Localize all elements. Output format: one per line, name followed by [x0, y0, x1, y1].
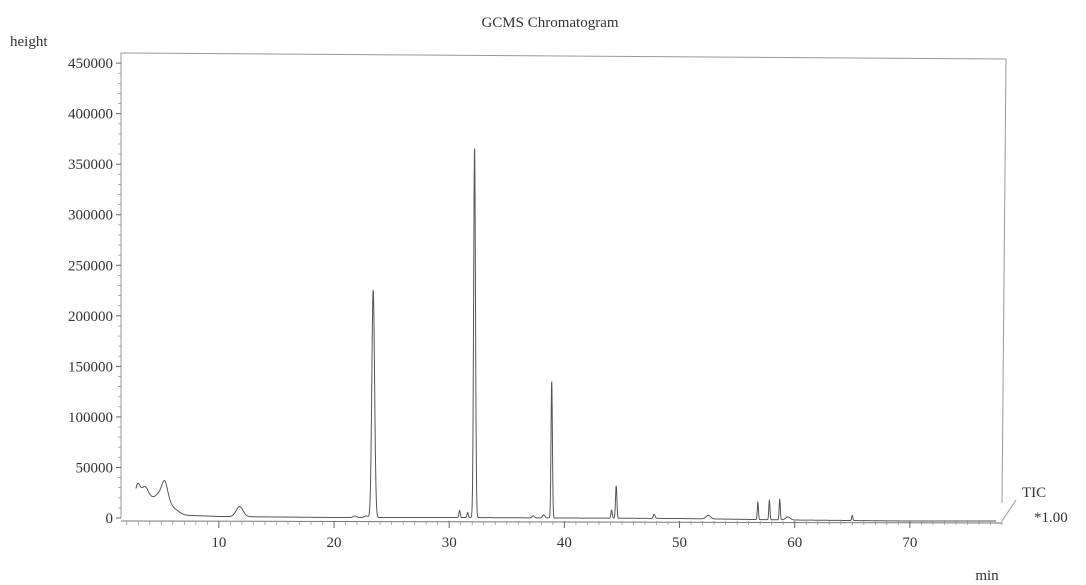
y-axis-label: height [10, 34, 48, 50]
x-axis-line [120, 520, 1003, 524]
plot-border [120, 52, 1007, 518]
y-axis: 0 50000 100000 150000 200000 250000 300000 3500… [68, 56, 121, 527]
y-tick-label: 250000 [68, 258, 113, 274]
trace-offset-line [1001, 499, 1017, 522]
y-tick-label: 200000 [68, 309, 113, 325]
y-tick-label: 350000 [68, 157, 113, 173]
traces [135, 148, 997, 522]
y-tick-label: 400000 [68, 107, 113, 123]
x-tick-label: 50 [672, 535, 687, 551]
y-tick-label: 300000 [68, 208, 113, 224]
x-tick-label: 40 [557, 535, 572, 551]
x-axis-label: min [975, 568, 999, 584]
plot-frame [120, 52, 1017, 524]
y-tick-label: 0 [106, 511, 114, 527]
x-axis: 10 20 30 40 50 60 70 [126, 521, 1003, 551]
x-tick-label: 20 [327, 535, 342, 551]
x-tick-label: 30 [442, 535, 457, 551]
x-tick-label: 10 [211, 535, 226, 551]
chart-title: GCMS Chromatogram [481, 15, 618, 31]
tic-trace [135, 148, 997, 522]
y-tick-label: 450000 [68, 56, 113, 72]
x-tick-label: 60 [787, 535, 802, 551]
y-tick-label: 100000 [68, 410, 113, 426]
trace-scale: *1.00 [1034, 510, 1068, 526]
y-tick-label: 50000 [76, 460, 114, 476]
y-tick-label: 150000 [68, 359, 113, 375]
x-tick-label: 70 [902, 535, 917, 551]
trace-label: TIC [1022, 485, 1046, 501]
